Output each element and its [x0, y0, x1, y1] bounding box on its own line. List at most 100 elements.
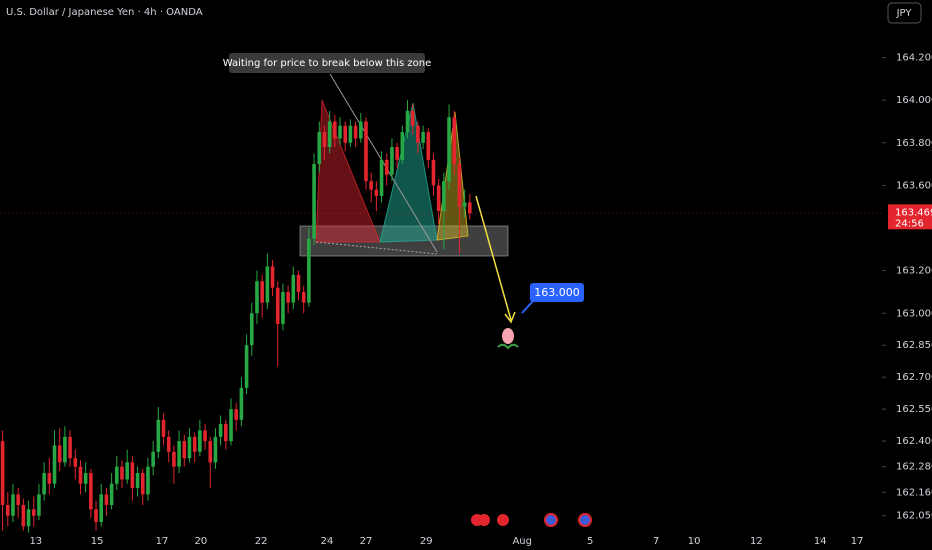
- candle-body: [364, 121, 368, 182]
- candle-body: [301, 291, 306, 303]
- candle-body: [172, 451, 176, 467]
- last-price: 163.469: [895, 207, 932, 218]
- chart-title: U.S. Dollar / Japanese Yen · 4h · OANDA: [6, 7, 203, 18]
- candle-body: [426, 132, 431, 160]
- y-tick-label: 162.050: [896, 511, 932, 522]
- candle-body: [244, 345, 249, 388]
- candle-body: [442, 181, 446, 211]
- candle-body: [275, 287, 280, 324]
- candle-body: [78, 466, 83, 484]
- callout-line: [329, 73, 438, 253]
- candle-body: [31, 509, 36, 516]
- candle-body: [447, 117, 451, 182]
- x-tick-label: 7: [653, 536, 659, 547]
- event-icon[interactable]: [578, 513, 592, 527]
- candle-body: [198, 430, 202, 452]
- candle-body: [161, 419, 166, 437]
- candle-body: [5, 505, 10, 516]
- x-tick-label: 20: [195, 536, 208, 547]
- candle-body: [47, 473, 52, 484]
- candle-body: [296, 274, 301, 292]
- x-tick-label: 22: [255, 536, 268, 547]
- y-tick-label: 162.400: [896, 436, 932, 447]
- candle-body: [16, 494, 20, 506]
- candle-body: [156, 419, 161, 452]
- candle-body: [166, 436, 171, 452]
- target-box: [530, 283, 584, 302]
- candle-body: [390, 147, 394, 175]
- candle-body: [260, 281, 264, 303]
- candle-body: [348, 125, 353, 143]
- x-tick-label: 12: [750, 536, 763, 547]
- candle-body: [291, 274, 296, 303]
- candle-body: [457, 164, 462, 207]
- y-tick-label: 162.700: [896, 372, 932, 383]
- candle-body: [83, 473, 88, 484]
- candle-body: [89, 473, 93, 510]
- candle-body: [343, 125, 348, 143]
- x-tick-label: 14: [814, 536, 827, 547]
- currency[interactable]: JPY: [896, 8, 913, 19]
- drawings: [229, 2, 922, 527]
- countdown: 24:56: [895, 218, 924, 229]
- y-tick-label: 162.550: [896, 404, 932, 415]
- label-pointer: [521, 299, 535, 314]
- x-tick-label: 29: [420, 536, 433, 547]
- candle-body: [312, 164, 316, 239]
- candle-body: [26, 509, 31, 527]
- candle-body: [270, 266, 275, 288]
- candle-body: [265, 266, 270, 303]
- y-tick-label: 162.160: [896, 487, 932, 498]
- candle-body: [208, 441, 213, 463]
- candle-body: [57, 445, 62, 463]
- candle-body: [229, 409, 233, 442]
- candle-body: [384, 159, 389, 175]
- pattern-leg: [379, 102, 438, 243]
- candle-body: [187, 436, 192, 459]
- candle-body: [353, 125, 358, 139]
- candle-body: [416, 125, 420, 143]
- event-icon[interactable]: [478, 514, 490, 526]
- candle-body: [146, 466, 150, 495]
- candle-body: [63, 436, 67, 463]
- annotation-box: [229, 53, 425, 73]
- x-tick-label: 27: [360, 536, 373, 547]
- candle-body: [255, 281, 259, 314]
- x-tick-label: Aug: [512, 536, 532, 547]
- candle-body: [358, 121, 363, 139]
- annotation: Waiting for price to break below this zo…: [223, 58, 431, 69]
- candle-body: [431, 159, 436, 186]
- y-tick-label: 163.200: [896, 266, 932, 277]
- candle-body: [130, 462, 135, 488]
- candle-body: [120, 466, 124, 480]
- candle-body: [452, 117, 457, 165]
- candle-body: [239, 387, 244, 420]
- y-tick-label: 162.850: [896, 340, 932, 351]
- currency-button[interactable]: [887, 2, 922, 24]
- candle-body: [115, 466, 119, 484]
- event-icon[interactable]: [497, 514, 509, 526]
- candle-body: [42, 473, 46, 495]
- candle-body: [307, 238, 311, 303]
- candle-body: [135, 473, 140, 488]
- y-tick-label: 163.000: [896, 308, 932, 319]
- candle-body: [234, 409, 239, 420]
- candle-body: [374, 189, 379, 197]
- candle-body: [73, 458, 78, 467]
- x-tick-label: 15: [91, 536, 104, 547]
- pattern-base: [315, 241, 438, 255]
- y-tick-label: 164.000: [896, 95, 932, 106]
- candle-body: [218, 424, 223, 437]
- candle-body: [410, 110, 415, 126]
- candle-body: [369, 181, 373, 190]
- x-tick-label: 5: [587, 536, 593, 547]
- last-price-box: [888, 204, 932, 230]
- icon: [502, 328, 514, 344]
- event-icon[interactable]: [544, 513, 558, 527]
- x-tick-label: 10: [688, 536, 701, 547]
- candle-body: [462, 202, 467, 207]
- candle-body: [37, 494, 41, 516]
